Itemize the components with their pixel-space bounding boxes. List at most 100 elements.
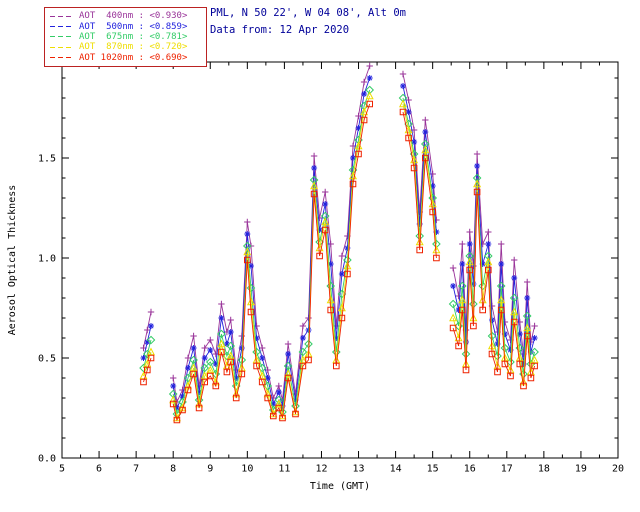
- series-aot-500nm: [140, 75, 538, 411]
- plus-marker: [244, 218, 251, 226]
- plus-marker: [275, 382, 282, 390]
- asterisk-marker: [196, 389, 203, 395]
- asterisk-marker: [223, 341, 230, 347]
- asterisk-marker: [185, 365, 191, 371]
- square-marker: [321, 226, 329, 234]
- asterisk-marker: [244, 231, 251, 237]
- diamond-marker: [509, 293, 519, 303]
- diamond-marker: [217, 329, 226, 339]
- series-aot-870nm: [139, 91, 539, 422]
- x-tick-label: 14: [390, 464, 402, 475]
- legend-label-500nm: AOT 500nm : <0.859>: [79, 21, 188, 32]
- legend-label-870nm: AOT 870nm : <0.720>: [79, 42, 188, 53]
- asterisk-marker: [501, 331, 508, 337]
- square-marker: [310, 190, 318, 198]
- asterisk-marker: [338, 271, 345, 277]
- asterisk-marker: [479, 261, 486, 267]
- square-marker: [227, 358, 234, 366]
- asterisk-marker: [411, 139, 418, 145]
- square-marker: [433, 254, 440, 262]
- asterisk-marker: [474, 163, 481, 169]
- square-marker: [247, 308, 255, 316]
- plus-marker: [422, 116, 429, 124]
- asterisk-marker: [201, 355, 208, 361]
- triangle-marker: [473, 179, 482, 188]
- x-tick-label: 16: [464, 464, 476, 475]
- y-tick-label: 1.0: [38, 254, 56, 265]
- square-marker: [238, 370, 246, 378]
- asterisk-marker: [524, 295, 531, 301]
- x-tick-label: 7: [133, 464, 139, 475]
- legend-label-675nm: AOT 675nm : <0.781>: [79, 31, 188, 42]
- square-marker: [494, 368, 501, 376]
- asterisk-marker: [270, 401, 277, 407]
- square-marker: [253, 362, 260, 370]
- plus-marker: [284, 340, 292, 348]
- asterisk-marker: [433, 229, 440, 235]
- asterisk-marker: [227, 329, 234, 335]
- triangle-marker: [291, 407, 300, 416]
- plus-marker: [169, 374, 177, 382]
- diamond-marker: [457, 281, 467, 291]
- plus-marker: [524, 278, 531, 286]
- asterisk-marker: [279, 403, 286, 409]
- plus-marker: [485, 228, 492, 236]
- legend-label-400nm: AOT 400nm : <0.930>: [79, 11, 188, 22]
- plus-marker: [466, 228, 473, 236]
- plus-marker: [322, 188, 329, 196]
- asterisk-marker: [259, 355, 266, 361]
- plus-marker: [470, 262, 477, 270]
- series-line-675nm: [143, 89, 536, 416]
- data-date: Data from: 12 Apr 2020: [210, 24, 350, 36]
- x-tick-label: 20: [612, 464, 624, 475]
- square-marker: [470, 322, 477, 330]
- x-tick-label: 11: [278, 464, 290, 475]
- asterisk-marker: [322, 201, 329, 207]
- triangle-marker: [523, 323, 532, 332]
- tick-labels: 5 6 7 8 9 10 11 12 13 14 15 16 17 18 19 20 0.0 0.5 1.0 1.5: [38, 154, 624, 475]
- triangle-marker: [398, 99, 408, 108]
- triangle-marker: [274, 399, 283, 408]
- square-marker: [144, 366, 151, 374]
- asterisk-marker: [344, 245, 351, 251]
- triangle-marker: [458, 295, 467, 304]
- asterisk-marker: [299, 335, 306, 341]
- plus-marker: [310, 152, 318, 160]
- square-marker: [416, 246, 424, 254]
- triangle-marker: [217, 339, 226, 348]
- square-marker: [366, 100, 374, 108]
- plus-marker: [429, 170, 436, 178]
- plus-marker: [227, 316, 234, 324]
- square-marker: [338, 314, 346, 322]
- x-tick-label: 19: [575, 464, 587, 475]
- triangle-marker: [360, 107, 369, 116]
- series-aot-1020nm: [140, 100, 538, 424]
- triangle-marker: [278, 411, 287, 420]
- legend: AOT 400nm : <0.930> AOT 500nm : <0.859> AO…: [44, 7, 207, 67]
- plus-marker: [218, 300, 225, 308]
- asterisk-marker: [148, 323, 154, 329]
- y-tick-label: 1.5: [38, 154, 56, 165]
- square-marker: [316, 252, 323, 260]
- plus-marker: [259, 344, 266, 352]
- asterisk-marker: [190, 345, 197, 351]
- asterisk-marker: [507, 347, 514, 353]
- asterisk-marker: [366, 75, 373, 81]
- diamond-marker: [146, 335, 156, 345]
- series-aot-400nm: [140, 62, 538, 406]
- square-marker: [292, 410, 299, 418]
- asterisk-marker: [355, 125, 362, 131]
- triangle-marker: [246, 297, 256, 306]
- square-marker: [218, 348, 225, 356]
- asterisk-marker: [179, 393, 186, 399]
- asterisk-marker: [498, 261, 505, 267]
- square-marker: [516, 360, 524, 368]
- triangle-marker: [321, 217, 330, 226]
- triangle-marker: [497, 295, 506, 304]
- plus-marker: [531, 322, 538, 330]
- asterisk-marker: [333, 335, 340, 341]
- legend-item-400nm: AOT 400nm : <0.930>: [50, 11, 201, 21]
- asterisk-marker: [459, 261, 466, 267]
- square-marker: [484, 266, 492, 274]
